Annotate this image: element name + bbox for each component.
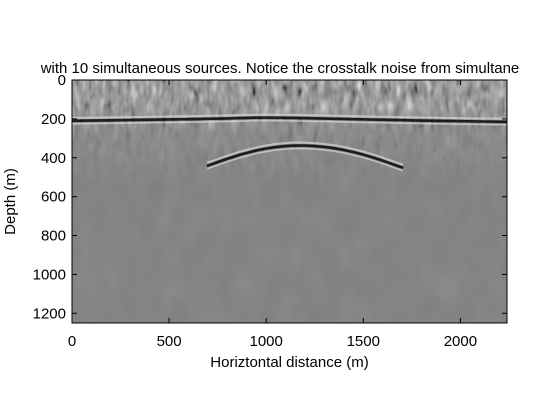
seismic-image (72, 80, 507, 323)
x-tick-label: 0 (68, 333, 76, 350)
y-tick-label: 200 (41, 111, 66, 128)
axes-frame (71, 79, 508, 324)
y-tick-label: 600 (41, 189, 66, 206)
y-axis-label: Depth (m) (2, 168, 19, 235)
x-axis-ticks: 0 500 1000 1500 2000 (68, 80, 477, 350)
y-tick-label: 0 (58, 72, 66, 89)
x-tick-label: 1000 (250, 333, 283, 350)
x-tick-label: 1500 (347, 333, 380, 350)
x-axis-label: Horiztontal distance (m) (210, 354, 368, 371)
shallow-reflector (72, 116, 507, 124)
x-tick-label: 2000 (444, 333, 477, 350)
dome-reflector (206, 144, 404, 169)
y-tick-label: 400 (41, 150, 66, 167)
shallow-reflector (72, 113, 507, 120)
dome-reflector (206, 141, 404, 166)
y-tick-label: 800 (41, 228, 66, 245)
dome-reflector (207, 147, 403, 172)
shallow-reflector (72, 119, 507, 126)
reflector-layer (72, 113, 507, 172)
y-tick-label: 1000 (33, 266, 66, 283)
y-tick-label: 1200 (33, 305, 66, 322)
chart-title: with 10 simultaneous sources. Notice the… (40, 60, 520, 77)
x-tick-label: 500 (157, 333, 182, 350)
y-axis-ticks: 0 200 400 600 800 1000 1200 (33, 72, 507, 322)
